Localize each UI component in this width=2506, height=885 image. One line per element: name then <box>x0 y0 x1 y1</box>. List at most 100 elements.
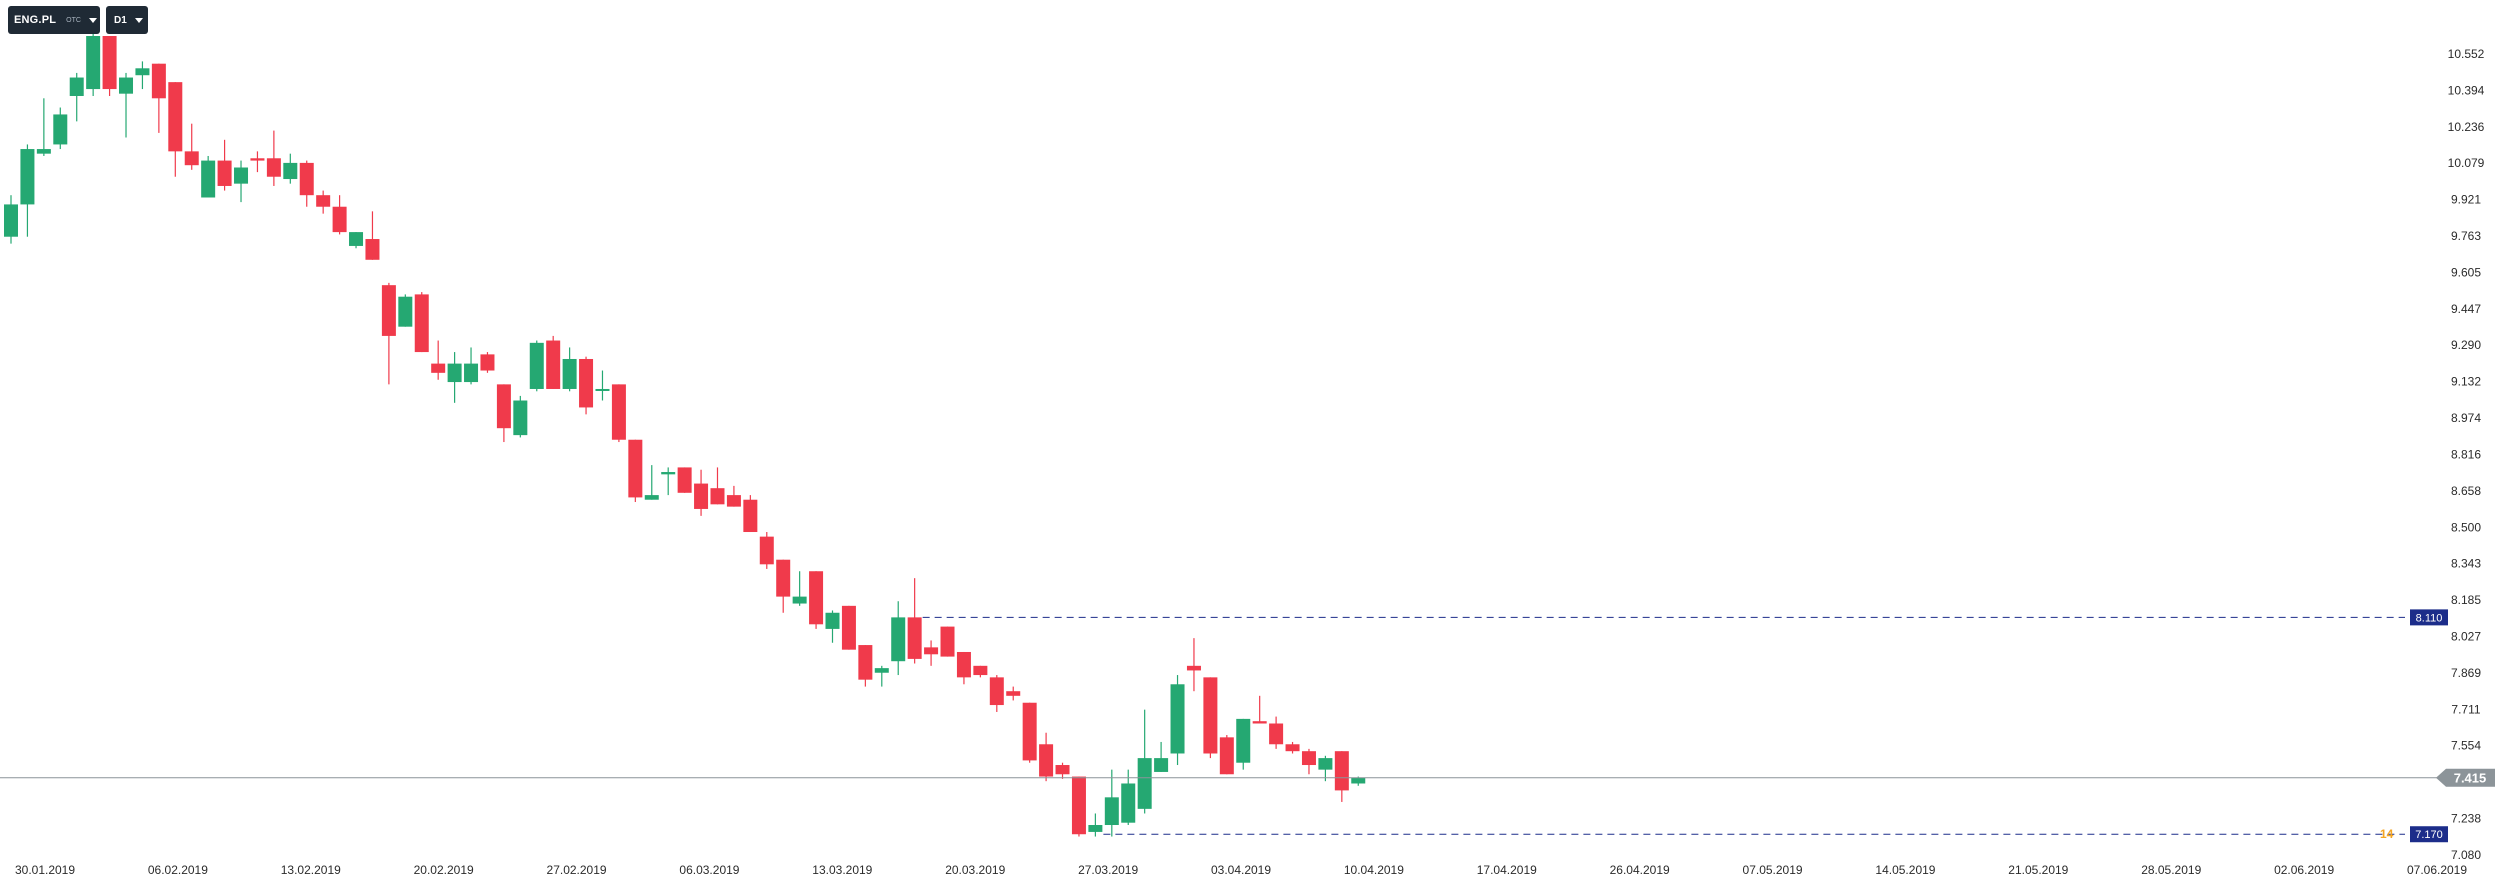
candle <box>496 384 511 443</box>
candle-body <box>661 472 676 475</box>
candle <box>1088 813 1103 837</box>
candle-body <box>250 158 265 161</box>
candle <box>1186 638 1201 692</box>
y-tick-label: 10.236 <box>2448 120 2485 134</box>
candle-body <box>694 483 709 509</box>
x-tick-label: 21.05.2019 <box>2008 863 2068 877</box>
candle <box>1269 716 1284 749</box>
candle <box>562 347 577 392</box>
candle <box>332 195 347 235</box>
x-tick-label: 20.02.2019 <box>414 863 474 877</box>
candle <box>381 282 396 385</box>
candle <box>858 645 873 687</box>
timeframe-selector[interactable]: D1 <box>106 6 148 34</box>
symbol-selector[interactable]: ENG.PL OTC <box>8 6 100 34</box>
candle-body <box>644 495 659 500</box>
candle-body <box>809 571 824 625</box>
y-tick-label: 10.552 <box>2448 47 2485 61</box>
y-tick-label: 8.027 <box>2451 630 2481 644</box>
candle <box>135 61 150 90</box>
candle-body <box>1285 744 1300 752</box>
candle-body <box>1269 723 1284 745</box>
x-tick-label: 26.04.2019 <box>1610 863 1670 877</box>
x-tick-label: 27.03.2019 <box>1078 863 1138 877</box>
candle <box>20 144 35 237</box>
x-tick-label: 10.04.2019 <box>1344 863 1404 877</box>
x-tick-label: 06.02.2019 <box>148 863 208 877</box>
candle-body <box>940 626 955 657</box>
y-tick-label: 7.711 <box>2451 702 2480 716</box>
candle <box>464 347 479 385</box>
candle <box>1022 702 1037 763</box>
candle-body <box>841 605 856 650</box>
candle <box>102 36 117 96</box>
x-tick-label: 13.03.2019 <box>812 863 872 877</box>
x-tick-label: 13.02.2019 <box>281 863 341 877</box>
y-tick-label: 8.185 <box>2451 593 2481 607</box>
candle <box>1318 755 1333 782</box>
candle <box>825 610 840 643</box>
y-tick-label: 7.554 <box>2451 739 2481 753</box>
candle-body <box>184 151 199 166</box>
x-tick-label: 06.03.2019 <box>679 863 739 877</box>
candle <box>924 640 939 666</box>
candle-body <box>710 488 725 505</box>
candle <box>1285 741 1300 754</box>
candle <box>250 151 265 173</box>
candle-body <box>1252 721 1267 724</box>
candle <box>940 626 955 657</box>
candle-body <box>1351 777 1366 784</box>
y-tick-label: 8.343 <box>2451 557 2481 571</box>
candle-body <box>283 162 298 180</box>
candle <box>644 465 659 500</box>
candle-body <box>792 596 807 604</box>
candle-body <box>86 36 101 90</box>
candle <box>36 98 51 156</box>
candle-body <box>447 363 462 383</box>
candle <box>529 340 544 392</box>
candle-body <box>743 499 758 533</box>
chevron-down-icon <box>88 17 97 23</box>
candle-body <box>1039 744 1054 777</box>
candle-body <box>1186 665 1201 671</box>
candle <box>1170 675 1185 766</box>
candle <box>1006 686 1021 701</box>
candle <box>266 130 281 186</box>
candle-body <box>102 36 117 90</box>
candle-body <box>611 384 626 440</box>
candle-body <box>1104 797 1119 826</box>
candle <box>792 571 807 606</box>
candle <box>956 651 971 685</box>
candle <box>874 665 889 687</box>
candle <box>1203 677 1218 759</box>
candle-body <box>53 114 68 145</box>
level-tag-box <box>2410 826 2448 843</box>
y-tick-label: 7.869 <box>2451 666 2481 680</box>
candle-body <box>217 160 232 186</box>
candle <box>989 675 1004 712</box>
level-tag-box <box>2410 609 2448 626</box>
y-tick-label: 8.974 <box>2451 411 2481 425</box>
candle <box>1104 769 1119 837</box>
candle-body <box>595 388 610 391</box>
candle-body <box>1022 702 1037 761</box>
candle <box>168 82 183 177</box>
candle <box>579 356 594 415</box>
candle-body <box>874 668 889 673</box>
candle <box>1137 709 1152 814</box>
candle-body <box>20 149 35 205</box>
candle-body <box>316 195 331 207</box>
candle <box>1039 732 1054 782</box>
candle <box>726 485 741 507</box>
x-tick-label: 20.03.2019 <box>945 863 1005 877</box>
candle-body <box>431 363 446 373</box>
candle <box>119 72 134 138</box>
candle <box>743 495 758 533</box>
candle-body <box>1154 758 1169 772</box>
candle-body <box>299 162 314 196</box>
candle-body <box>201 160 216 198</box>
candle-body <box>332 206 347 233</box>
candle-body <box>579 358 594 408</box>
candle <box>184 123 199 170</box>
